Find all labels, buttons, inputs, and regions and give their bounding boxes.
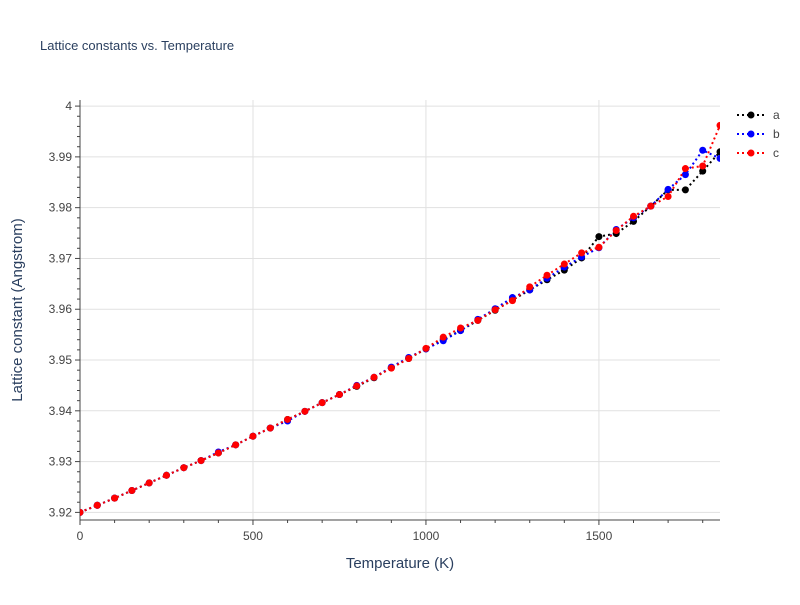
data-point-a	[699, 167, 707, 175]
legend-item-b[interactable]: b	[737, 127, 780, 141]
data-point-c	[457, 324, 465, 332]
data-point-c	[335, 391, 343, 399]
data-point-c	[266, 424, 274, 432]
data-point-c	[578, 249, 586, 257]
data-point-a	[681, 186, 689, 194]
y-tick-label: 3.92	[49, 505, 73, 519]
legend-label-b: b	[773, 127, 780, 141]
data-point-c	[197, 457, 205, 465]
data-point-a	[595, 233, 603, 241]
data-point-c	[284, 415, 292, 423]
data-point-c	[647, 202, 655, 210]
legend-marker-b	[747, 130, 755, 138]
data-point-c	[80, 508, 84, 516]
data-point-c	[162, 471, 170, 479]
y-tick-label: 4	[65, 99, 72, 113]
data-point-c	[111, 494, 119, 502]
data-point-c	[560, 260, 568, 268]
y-tick-label: 3.96	[49, 302, 73, 316]
legend-marker-a	[747, 111, 755, 119]
legend-label-c: c	[773, 146, 779, 160]
legend-label-a: a	[773, 108, 780, 122]
x-tick-label: 1000	[413, 529, 440, 543]
legend-item-c[interactable]: c	[737, 146, 779, 160]
data-point-c	[301, 407, 309, 415]
data-point-c	[543, 271, 551, 279]
data-point-c	[145, 479, 153, 487]
data-point-c	[405, 355, 413, 363]
data-point-b	[699, 146, 707, 154]
legend-marker-c	[747, 149, 755, 157]
series-line-c	[80, 125, 720, 514]
y-tick-label: 3.99	[49, 150, 73, 164]
y-tick-label: 3.97	[49, 251, 73, 265]
data-point-c	[180, 464, 188, 472]
data-point-c	[370, 373, 378, 381]
x-tick-label: 500	[243, 529, 263, 543]
data-point-a	[716, 148, 720, 156]
plot-area: 3.92 3.93 3.94 3.95 3.96 3.97 3.98 3.99 4 0 500 100…	[49, 99, 720, 543]
y-tick-label: 3.94	[49, 404, 73, 418]
series-line-b	[80, 149, 720, 514]
data-point-c	[699, 162, 707, 170]
data-point-c	[439, 333, 447, 341]
data-point-c	[526, 283, 534, 291]
data-point-c	[93, 501, 101, 509]
y-axis-label: Lattice constant (Angstrom)	[9, 218, 26, 401]
data-point-c	[664, 192, 672, 200]
series-layer	[80, 121, 720, 516]
data-point-c	[318, 399, 326, 407]
y-tick-label: 3.98	[49, 201, 73, 215]
data-point-c	[491, 306, 499, 314]
data-point-c	[387, 364, 395, 372]
legend[interactable]: abc	[737, 108, 780, 160]
x-axis-label: Temperature (K)	[346, 555, 454, 572]
data-point-c	[232, 441, 240, 449]
data-point-c	[595, 243, 603, 251]
data-point-b	[664, 185, 672, 193]
series-line-a	[80, 151, 720, 514]
data-point-c	[353, 382, 361, 390]
data-point-b	[716, 154, 720, 162]
data-point-c	[422, 344, 430, 352]
data-point-c	[612, 227, 620, 235]
data-point-c	[630, 212, 638, 220]
data-point-c	[681, 165, 689, 173]
data-point-c	[214, 449, 222, 457]
y-tick-label: 3.93	[49, 455, 73, 469]
data-point-c	[716, 121, 720, 129]
x-tick-label: 1500	[586, 529, 613, 543]
x-tick-label: 0	[77, 529, 84, 543]
data-point-c	[508, 297, 516, 305]
chart-title: Lattice constants vs. Temperature	[40, 38, 234, 53]
data-point-c	[474, 316, 482, 324]
data-point-c	[128, 487, 136, 495]
legend-item-a[interactable]: a	[737, 108, 780, 122]
data-point-c	[249, 432, 257, 440]
data-point-b	[681, 171, 689, 179]
y-tick-label: 3.95	[49, 353, 73, 367]
